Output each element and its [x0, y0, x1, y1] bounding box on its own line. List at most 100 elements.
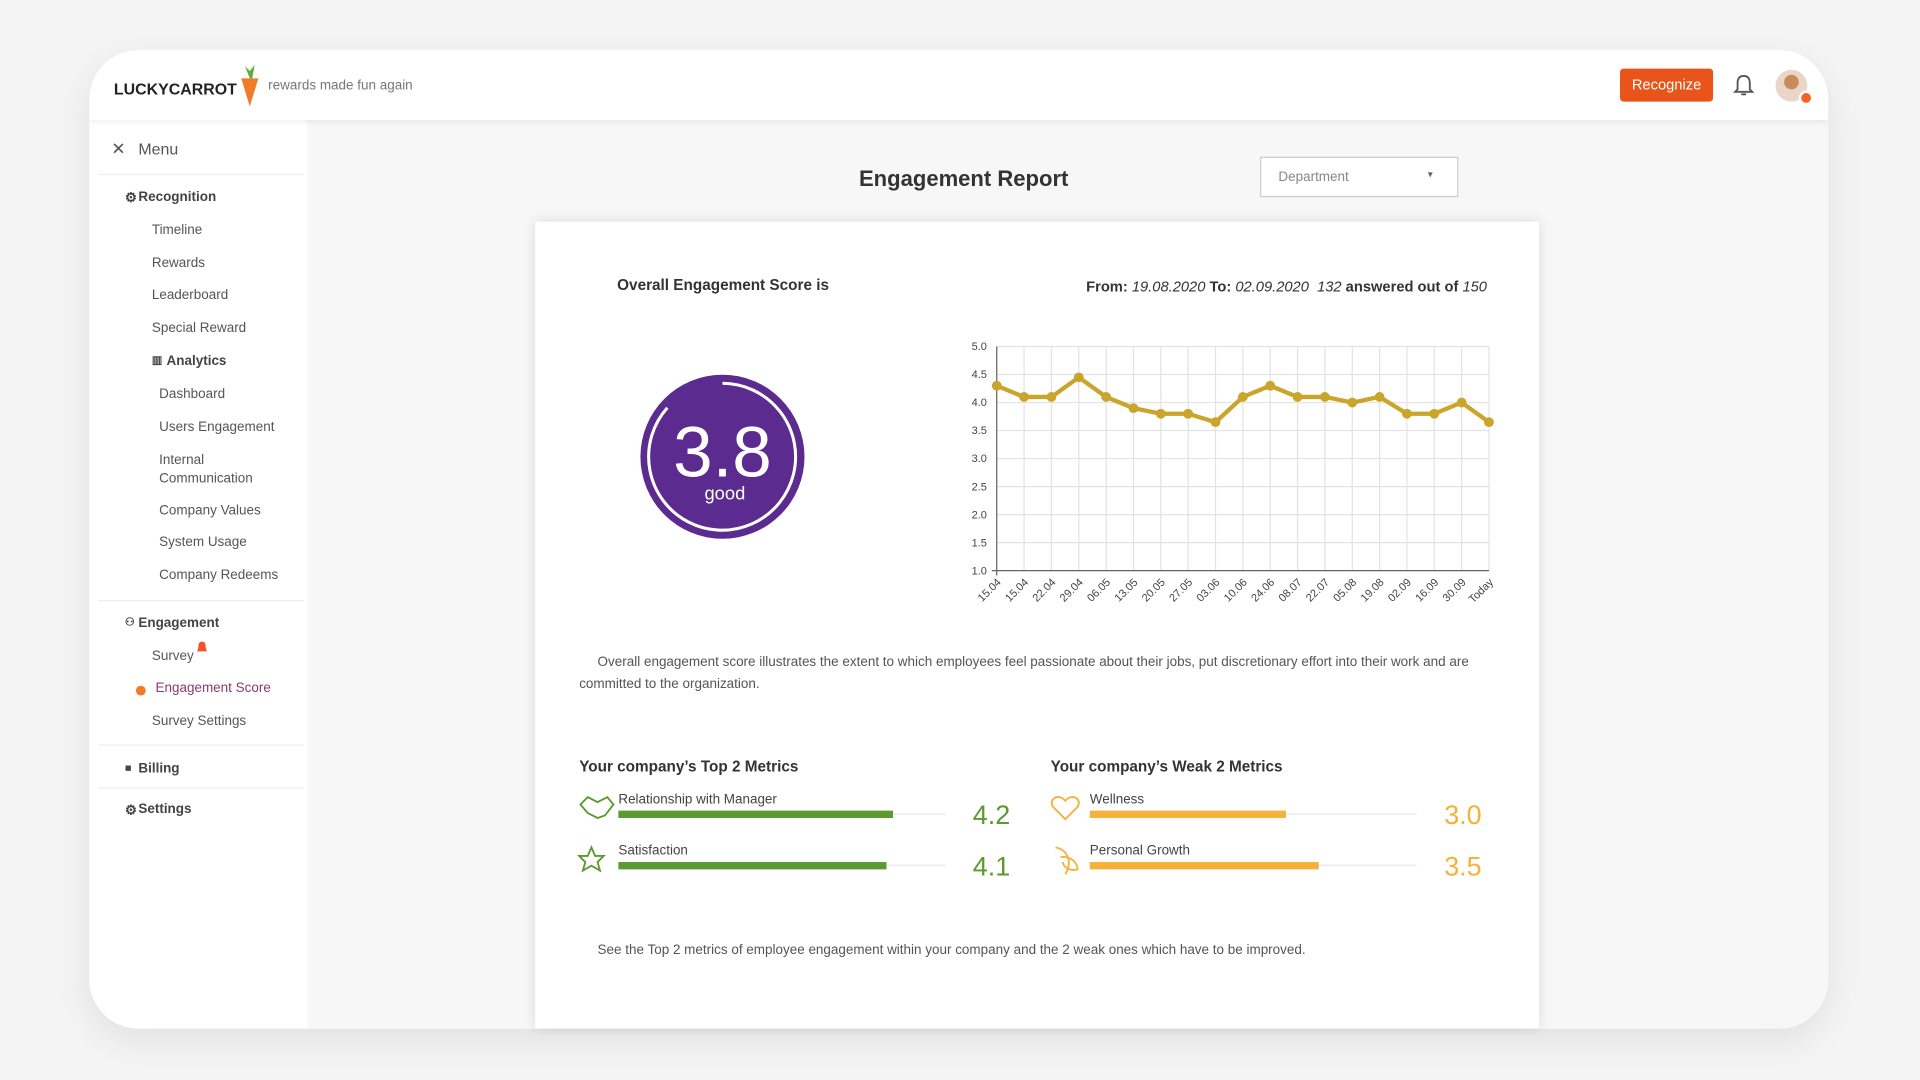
notification-dot [197, 641, 207, 652]
point [1347, 397, 1358, 408]
metric-name: Satisfaction [618, 843, 688, 858]
section-icon: ■ [124, 761, 132, 774]
x-tick-label: 19.08 [1359, 576, 1387, 604]
point [1484, 417, 1494, 428]
header-bar [89, 50, 1829, 121]
metric-value: 4.1 [973, 852, 1010, 882]
x-tick-label: 03.06 [1195, 576, 1223, 604]
point [1456, 397, 1467, 408]
point [1210, 417, 1221, 428]
y-tick-label: 4.5 [972, 369, 987, 381]
metric-value: 3.0 [1444, 800, 1481, 830]
report-title: Engagement Report [858, 166, 1069, 192]
report-card [535, 221, 1540, 1029]
y-tick-label: 2.0 [972, 509, 987, 521]
menu-item[interactable]: Survey [151, 648, 194, 664]
x-tick-label: 13.05 [1113, 576, 1141, 604]
period: From: 19.08.2020 To: 02.09.2020 132 answ… [1086, 278, 1487, 295]
tagline: rewards made fun again [268, 78, 413, 94]
active-dot [135, 685, 146, 696]
point [991, 380, 1002, 391]
dropdown-label: Department [1278, 170, 1349, 185]
divider [97, 787, 304, 789]
score-label: good [704, 483, 745, 504]
section-icon: ⚇ [124, 615, 135, 629]
section-icon: ⚙ [124, 803, 137, 818]
menu-item[interactable]: System Usage [159, 535, 247, 550]
menu-item[interactable]: Rewards [151, 255, 205, 271]
label: answered out of [1345, 277, 1459, 296]
point [1019, 392, 1029, 402]
x-tick-label: 22.04 [1030, 576, 1058, 604]
label: From: [1086, 277, 1128, 296]
menu-item[interactable]: Company Values [159, 503, 261, 518]
score-ring [647, 381, 798, 532]
x-tick-label: 08.07 [1277, 576, 1305, 604]
date: 02.09.2020 [1235, 277, 1309, 296]
metric-name: Relationship with Manager [618, 791, 777, 806]
x-tick-label: 30.09 [1441, 576, 1469, 604]
menu-title: Menu [138, 139, 179, 158]
bell-icon[interactable] [1732, 73, 1755, 97]
score-circle [640, 374, 805, 539]
metric-value: 3.5 [1444, 852, 1481, 882]
recognize-button[interactable]: Recognize [1620, 68, 1714, 102]
point [1073, 372, 1084, 383]
point [1292, 392, 1303, 402]
menu-item[interactable]: Internal Communication [159, 453, 253, 487]
metric-bar [618, 862, 887, 870]
metric-name: Wellness [1090, 791, 1145, 806]
score-value: 3.8 [673, 413, 772, 492]
point [1101, 392, 1112, 402]
section-icon: ▥ [151, 353, 163, 367]
menu-item-active[interactable]: Engagement Score [155, 680, 271, 696]
avatar[interactable] [1773, 69, 1817, 111]
description: Overall engagement score illustrates the… [579, 655, 1469, 692]
x-tick-label: 16.09 [1413, 576, 1441, 604]
logo-icon [241, 64, 259, 107]
metrics-heading: Your company’s Top 2 Metrics [579, 757, 799, 776]
y-tick-label: 4.0 [972, 397, 987, 409]
metric-name: Personal Growth [1090, 843, 1190, 858]
point [1402, 408, 1412, 419]
x-tick-label: 15.04 [1003, 576, 1031, 604]
section-title: Engagement [138, 615, 220, 631]
section-title[interactable]: Settings [138, 802, 192, 817]
y-tick-label: 3.0 [972, 453, 987, 465]
menu-item[interactable]: Leaderboard [151, 287, 229, 303]
dropdown[interactable]: Department ▾ [1260, 156, 1459, 198]
score-heading: Overall Engagement Score is [617, 276, 829, 294]
menu-item[interactable]: Survey Settings [151, 713, 247, 729]
metric-bar [618, 810, 894, 818]
point [1320, 392, 1330, 402]
point [1265, 380, 1276, 391]
count: 150 [1462, 277, 1487, 296]
menu-item[interactable]: Dashboard [159, 386, 226, 402]
point [1237, 392, 1248, 402]
metric-icons [576, 796, 615, 873]
count: 132 [1317, 277, 1342, 296]
x-tick-label: 02.09 [1386, 576, 1414, 604]
label: To: [1209, 277, 1232, 296]
date: 19.08.2020 [1131, 277, 1206, 296]
close-icon[interactable]: ✕ [111, 138, 126, 158]
menu-item[interactable]: Users Engagement [159, 420, 275, 435]
section-title[interactable]: Billing [138, 761, 180, 777]
x-tick-label: 22.07 [1304, 576, 1332, 604]
divider [97, 600, 304, 602]
divider [97, 173, 304, 176]
x-tick-label: 27.05 [1167, 576, 1195, 604]
menu-item[interactable]: Timeline [151, 222, 203, 238]
menu-item[interactable]: Special Reward [151, 320, 247, 336]
metric-icons [1050, 796, 1080, 875]
brand: LUCKYCARROT [113, 79, 237, 98]
caret: ▾ [1427, 168, 1433, 181]
metric-bar [1089, 810, 1286, 818]
metric-value: 4.2 [973, 800, 1010, 830]
menu-item[interactable]: Company Redeems [159, 568, 279, 583]
metrics-heading: Your company’s Weak 2 Metrics [1050, 757, 1283, 776]
y-tick-label: 5.0 [972, 341, 987, 353]
